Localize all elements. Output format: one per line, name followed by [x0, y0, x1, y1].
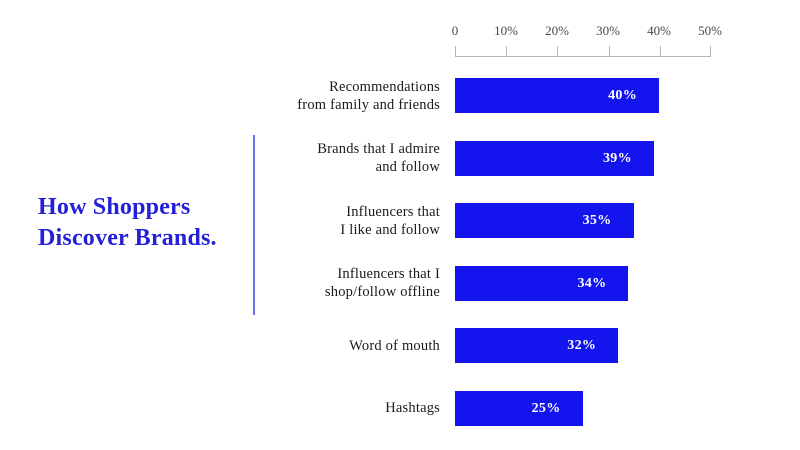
x-axis-tick-label: 50%	[698, 23, 722, 38]
bar: 40%	[455, 78, 659, 113]
bar: 32%	[455, 328, 619, 363]
category-label-line: shop/follow offline	[324, 284, 440, 300]
category-label: Hashtags	[0, 391, 455, 426]
bar-value-label: 32%	[567, 338, 597, 353]
x-axis-tick	[557, 46, 559, 56]
bar-value-label: 40%	[608, 88, 637, 103]
bar-rows: Recommendations from family and friends …	[0, 78, 800, 450]
bar: 25%	[455, 390, 583, 426]
x-axis-labels: 0 10% 20% 30% 40% 50%	[451, 23, 722, 39]
category-label-line: Influencers that I	[337, 266, 440, 282]
x-axis-ruler	[455, 46, 711, 57]
bar-row: Brands that I admire and follow 39%	[0, 140, 800, 176]
category-label-line: Influencers that	[346, 203, 440, 220]
bar-value-label: 34%	[577, 275, 607, 291]
title-divider	[253, 135, 255, 315]
x-axis-tick	[506, 46, 508, 56]
x-axis-tick	[608, 46, 610, 56]
x-axis-tick	[455, 46, 456, 56]
x-axis-tick	[659, 46, 661, 56]
bar-value-label: 25%	[531, 400, 561, 416]
category-label-line: Hashtags	[385, 400, 440, 416]
category-label: Recommendations from family and friends	[0, 78, 455, 113]
category-label-line: Brands that I admire	[317, 141, 440, 157]
x-axis-tick-label: 30%	[596, 23, 620, 38]
bar-row: Word of mouth 32%	[0, 328, 800, 363]
category-label-line: from family and friends	[297, 96, 440, 113]
x-axis-tick-label: 20%	[545, 23, 569, 38]
chart-title-line-2: Discover Brands.	[38, 225, 217, 251]
x-axis-tick-label: 0	[451, 23, 459, 38]
x-axis-tick-label: 40%	[647, 23, 671, 38]
x-axis-tick	[710, 46, 711, 56]
bar-value-label: 35%	[582, 213, 612, 228]
bar-row: Recommendations from family and friends …	[0, 78, 800, 113]
category-label-line: Recommendations	[329, 78, 440, 95]
category-label: Influencers that I shop/follow offline	[0, 266, 455, 301]
bar: 39%	[455, 140, 654, 176]
category-label: Word of mouth	[0, 328, 455, 363]
chart-title-line-1: How Shoppers	[38, 194, 191, 220]
category-label: Influencers that I like and follow	[0, 203, 455, 238]
bar-row: Hashtags 25%	[0, 390, 800, 426]
chart-title: How Shoppers Discover Brands.	[38, 192, 217, 254]
category-label: Brands that I admire and follow	[0, 141, 455, 176]
category-label-line: Word of mouth	[349, 337, 440, 354]
category-label-line: I like and follow	[340, 221, 440, 238]
x-axis-tick-label: 10%	[494, 23, 518, 38]
bar: 35%	[455, 203, 634, 238]
category-label-line: and follow	[375, 159, 440, 175]
bar-row: Influencers that I like and follow 35%	[0, 203, 800, 238]
bar-value-label: 39%	[602, 150, 632, 166]
bar-row: Influencers that I shop/follow offline 3…	[0, 265, 800, 301]
bar: 34%	[455, 265, 629, 301]
